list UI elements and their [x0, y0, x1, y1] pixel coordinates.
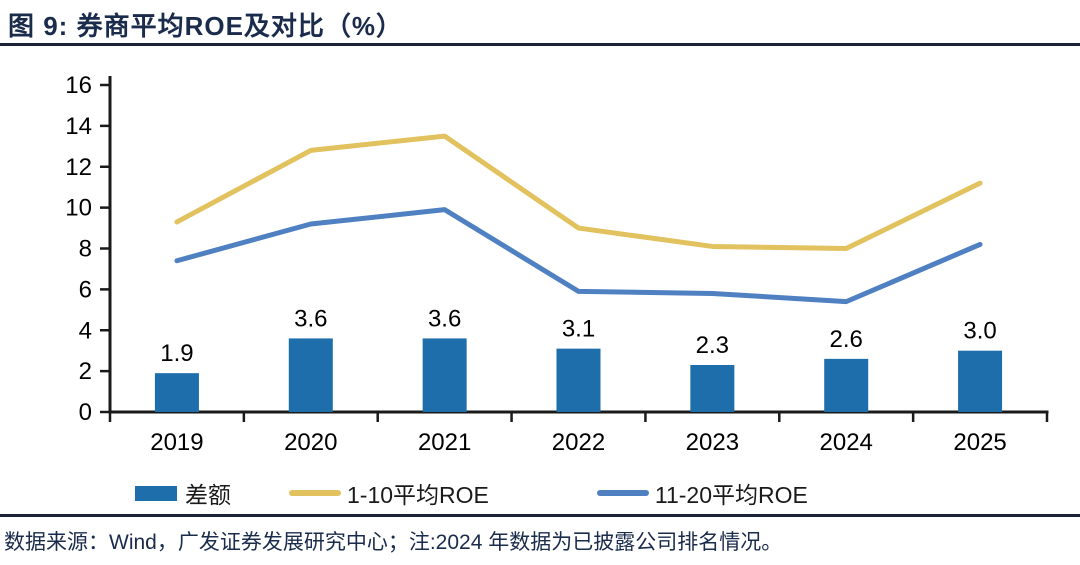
svg-text:14: 14: [65, 113, 92, 140]
svg-text:2019: 2019: [150, 429, 203, 456]
svg-text:2022: 2022: [552, 429, 605, 456]
svg-text:16: 16: [65, 72, 92, 99]
legend-item-top10: 1-10平均ROE: [289, 476, 489, 510]
legend-item-next10: 11-20平均ROE: [596, 476, 808, 510]
svg-text:2: 2: [79, 358, 92, 385]
legend-label-next10: 11-20平均ROE: [654, 482, 808, 508]
bar-swatch-icon: [135, 485, 177, 501]
legend-item-diff: 差额: [135, 476, 231, 510]
svg-text:3.0: 3.0: [963, 318, 996, 345]
line-swatch-icon: [596, 490, 649, 496]
source-note: 数据来源：Wind，广发证券发展研究中心；注:2024 年数据为已披露公司排名情…: [4, 531, 783, 554]
svg-text:2021: 2021: [418, 429, 471, 456]
chart-legend: 差额 1-10平均ROE 11-20平均ROE: [135, 476, 808, 510]
line-swatch-icon: [289, 490, 341, 496]
svg-text:2.3: 2.3: [696, 332, 729, 359]
svg-text:2.6: 2.6: [830, 326, 863, 353]
legend-label-diff: 差额: [185, 482, 231, 508]
svg-text:6: 6: [79, 276, 92, 303]
svg-text:3.6: 3.6: [294, 305, 327, 332]
svg-text:3.1: 3.1: [562, 316, 595, 343]
svg-text:1.9: 1.9: [160, 340, 193, 367]
svg-text:4: 4: [79, 317, 92, 344]
figure-title: 图 9: 券商平均ROE及对比（%）: [8, 11, 404, 41]
svg-text:2025: 2025: [953, 429, 1006, 456]
figure-footer: 数据来源：Wind，广发证券发展研究中心；注:2024 年数据为已披露公司排名情…: [0, 514, 1080, 556]
svg-text:2024: 2024: [820, 429, 873, 456]
roe-combo-chart: 0 2 4 6 8 10 12 14 16 2019 2020 2021 2022 2023 2024 202…: [0, 46, 1080, 514]
svg-text:2023: 2023: [686, 429, 739, 456]
chart-canvas: 0 2 4 6 8 10 12 14 16 2019 2020 2021 2022 2023 2024 202…: [65, 72, 1049, 456]
legend-label-top10: 1-10平均ROE: [347, 482, 489, 508]
svg-text:2020: 2020: [284, 429, 337, 456]
svg-text:12: 12: [65, 154, 92, 181]
svg-text:3.6: 3.6: [428, 305, 461, 332]
svg-text:0: 0: [79, 399, 92, 426]
svg-text:8: 8: [79, 236, 92, 263]
figure-header: 图 9: 券商平均ROE及对比（%）: [0, 0, 1080, 46]
svg-text:10: 10: [65, 195, 92, 222]
